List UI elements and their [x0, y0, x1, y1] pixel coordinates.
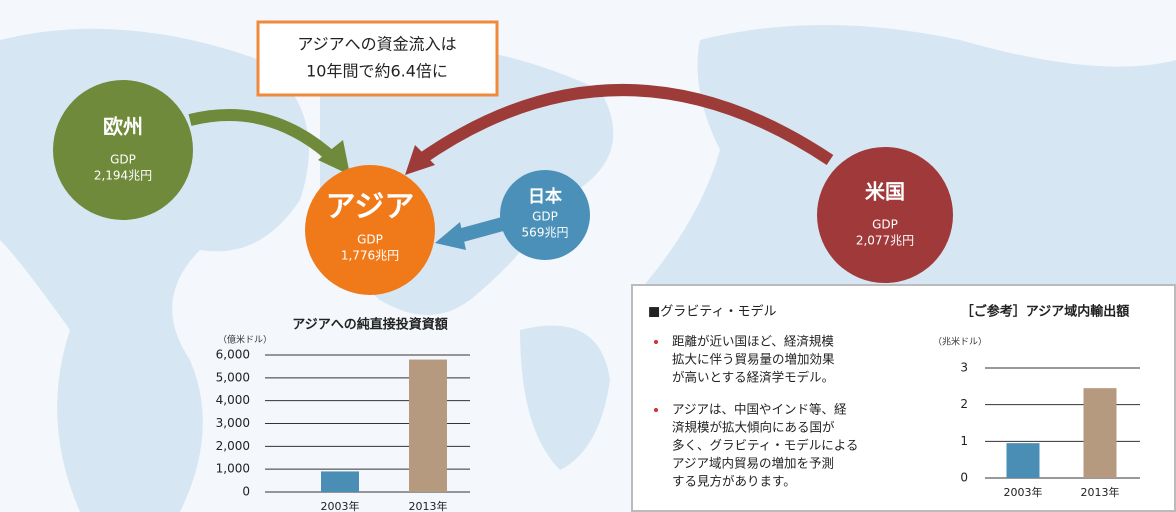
- region-gdp-label: GDP: [872, 218, 898, 232]
- region-name: 米国: [865, 180, 905, 204]
- y-tick-label: 5,000: [216, 370, 250, 384]
- region-gdp-label: GDP: [532, 210, 558, 224]
- callout-box: [256, 20, 499, 97]
- arrow-head: [318, 140, 350, 175]
- arrow-europe: [188, 109, 340, 165]
- bullet-text: 拡大に伴う貿易量の増加効果: [672, 352, 835, 367]
- callout-text: 10年間で約6.4倍に: [306, 62, 448, 81]
- y-tick-label: 3,000: [216, 416, 250, 430]
- bullet-text: 済規模が拡大傾向にある国が: [672, 420, 835, 435]
- bar: [1083, 388, 1117, 478]
- y-axis-label: （億米ドル）: [218, 334, 272, 346]
- x-tick-label: 2003年: [321, 499, 360, 512]
- model-title: ■グラビティ・モデル: [648, 304, 777, 320]
- arrow-japan: [453, 215, 512, 244]
- region-name: 欧州: [103, 115, 143, 139]
- region-bubble: [53, 80, 193, 220]
- region-gdp-label: GDP: [357, 233, 383, 247]
- y-tick-label: 2: [960, 397, 968, 411]
- chart-title: アジアへの純直接投資資額: [292, 317, 447, 333]
- region-gdp-value: 569兆円: [522, 226, 569, 240]
- region-bubble: [305, 165, 435, 295]
- y-tick-label: 4,000: [216, 393, 250, 407]
- chart-title: ［ご参考］アジア域内輸出額: [961, 304, 1129, 320]
- region-gdp-label: GDP: [110, 153, 136, 167]
- bullet-text: 距離が近い国ほど、経済規模: [672, 334, 834, 349]
- bullet-dot: [654, 340, 658, 344]
- y-tick-label: 3: [960, 361, 968, 375]
- x-tick-label: 2013年: [409, 499, 448, 512]
- bullet-text: が高いとする経済学モデル。: [672, 370, 834, 385]
- x-tick-label: 2013年: [1081, 485, 1120, 499]
- region-gdp-value: 1,776兆円: [341, 249, 399, 263]
- bullet-text: アジア域内貿易の増加を予測: [672, 456, 834, 471]
- bar: [409, 359, 447, 492]
- y-axis-label: （兆米ドル）: [933, 336, 987, 348]
- y-tick-label: 0: [242, 485, 250, 499]
- y-tick-label: 0: [960, 471, 968, 485]
- region-gdp-value: 2,194兆円: [94, 169, 152, 183]
- arrow-head: [405, 145, 435, 175]
- bullet-text: する見方があります。: [672, 474, 796, 489]
- bullet-text: 多く、グラビティ・モデルによる: [672, 438, 858, 453]
- region-bubble: [500, 170, 590, 260]
- y-tick-label: 1: [960, 434, 968, 448]
- y-tick-label: 1,000: [216, 462, 250, 476]
- region-bubble: [817, 147, 953, 283]
- bullet-dot: [654, 408, 658, 412]
- bullet-text: アジアは、中国やインド等、経: [672, 402, 847, 417]
- y-tick-label: 2,000: [216, 439, 250, 453]
- bar: [321, 471, 359, 492]
- bar: [1006, 443, 1040, 478]
- arrow-usa: [416, 84, 834, 165]
- y-tick-label: 6,000: [216, 348, 250, 362]
- arrow-head: [435, 222, 466, 250]
- x-tick-label: 2003年: [1004, 485, 1043, 499]
- region-name: 日本: [528, 186, 562, 207]
- region-gdp-value: 2,077兆円: [856, 234, 914, 248]
- region-name: アジア: [326, 190, 415, 225]
- callout-text: アジアへの資金流入は: [297, 35, 456, 54]
